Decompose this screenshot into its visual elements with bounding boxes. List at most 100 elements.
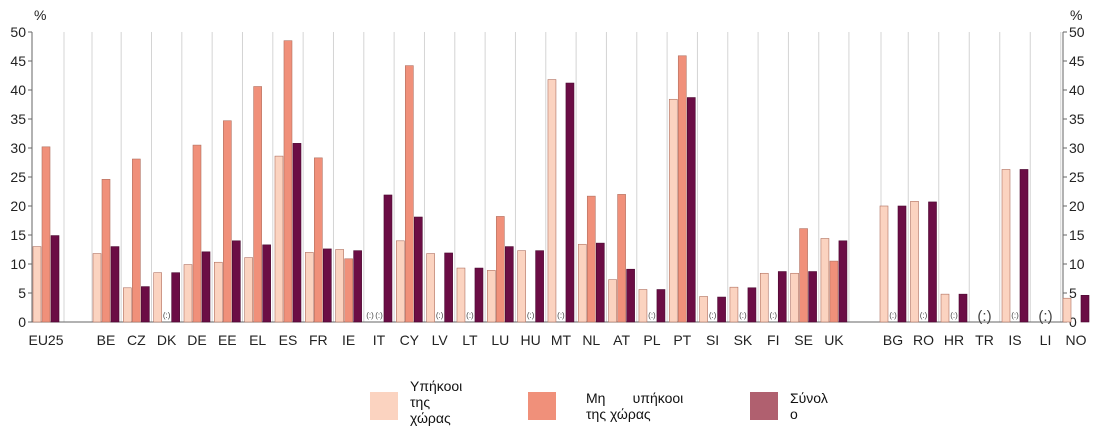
bar-EU25-s0	[32, 246, 42, 323]
x-tick-label: IT	[373, 332, 386, 348]
y-tick-label-left: 35	[10, 111, 26, 127]
y-tick-label-left: 15	[10, 227, 26, 243]
bar-ES-s0	[274, 155, 284, 323]
y-tick-label-right: 50	[1069, 24, 1085, 40]
missing-data-marker: (:)	[163, 311, 171, 320]
legend-swatch-non-nationals	[528, 392, 556, 420]
bar-LV-s0	[426, 253, 435, 323]
y-tick-label-right: 35	[1069, 111, 1085, 127]
bar-ES-s1	[283, 40, 293, 323]
bar-BE-s2	[110, 246, 120, 323]
bar-LU-s2	[504, 246, 514, 323]
bar-UK-s1	[829, 260, 839, 323]
bar-HU-s0	[517, 250, 526, 323]
y-tick-label-left: 10	[10, 256, 26, 272]
y-tick-label-right: 25	[1069, 169, 1085, 185]
x-tick-label: TR	[975, 332, 994, 348]
bar-BE-s0	[92, 253, 102, 323]
y-tick-label-right: 40	[1069, 82, 1085, 98]
x-tick-label: SI	[706, 332, 719, 348]
x-tick-label: ES	[279, 332, 298, 348]
bar-AT-s1	[617, 194, 626, 323]
x-tick-label: NO	[1066, 332, 1087, 348]
bar-UK-s2	[838, 240, 848, 323]
x-tick-label: MT	[551, 332, 572, 348]
bar-NO-s0	[1062, 297, 1072, 323]
bar-CZ-s1	[132, 158, 141, 323]
missing-data-marker: (:)	[527, 311, 535, 320]
bar-SI-s2	[717, 296, 726, 323]
bar-IE-s2	[353, 250, 362, 323]
x-tick-label: DE	[187, 332, 206, 348]
bar-FI-s0	[759, 272, 769, 323]
y-tick-label-left: 5	[18, 285, 26, 301]
x-tick-label: LV	[432, 332, 449, 348]
x-tick-label: EU25	[28, 332, 63, 348]
legend-item-non-nationals: Μη υπήκοοι της χώρας	[528, 378, 683, 422]
x-tick-label: SE	[794, 332, 813, 348]
bar-EU25-s1	[41, 146, 51, 323]
bar-RO-s2	[928, 201, 937, 323]
legend-swatch-nationals	[370, 392, 398, 420]
bar-FR-s0	[305, 252, 314, 323]
x-tick-label: NL	[582, 332, 600, 348]
bar-LV-s2	[444, 252, 453, 323]
bar-SE-s1	[799, 228, 808, 323]
bar-ES-s2	[292, 143, 302, 323]
bar-IS-s0	[1001, 169, 1011, 323]
bar-AT-s2	[626, 268, 635, 323]
missing-data-marker: (:)	[769, 311, 777, 320]
legend-label-line: ο	[790, 406, 798, 422]
missing-data-marker: (:)	[648, 311, 656, 320]
legend-label-line: της	[410, 394, 431, 410]
y-unit-right: %	[1070, 7, 1082, 23]
bar-NO-s2	[1080, 295, 1090, 323]
bar-EE-s2	[232, 240, 241, 323]
legend-label-line: της χώρας	[586, 406, 651, 422]
bar-UK-s0	[820, 238, 830, 323]
bar-HU-s2	[535, 250, 544, 323]
bar-NL-s2	[595, 242, 605, 323]
bar-FR-s2	[323, 248, 332, 323]
bar-AT-s0	[608, 279, 617, 323]
bar-LU-s0	[486, 270, 496, 323]
bar-SI-s0	[699, 296, 708, 323]
missing-data-marker: (:)	[739, 311, 747, 320]
x-tick-label: PL	[643, 332, 660, 348]
bar-chart: 0 0 5 5 10 10 15 15 20 20 25 25 30 30 35 35 40 40 45 45 50 50…	[10, 7, 1090, 348]
missing-data-marker: (:)	[950, 311, 958, 320]
bar-EL-s1	[253, 86, 262, 323]
x-tick-label: IS	[1008, 332, 1021, 348]
bar-DE-s2	[201, 251, 211, 323]
y-tick-label-right: 20	[1069, 198, 1085, 214]
x-tick-label: EL	[249, 332, 266, 348]
x-tick-label: PT	[673, 332, 691, 348]
x-tick-label: IE	[342, 332, 355, 348]
y-tick-label-right: 10	[1069, 256, 1085, 272]
x-tick-label: LT	[462, 332, 478, 348]
bar-EU25-s2	[50, 235, 60, 323]
y-tick-label-left: 0	[18, 314, 26, 330]
bar-DK-s2	[171, 272, 180, 323]
legend-swatch-total	[750, 392, 778, 420]
y-tick-label-left: 20	[10, 198, 26, 214]
legend-item-total: Σύνολ ο	[750, 378, 828, 422]
x-tick-label: DK	[157, 332, 177, 348]
x-tick-label: FR	[309, 332, 328, 348]
bar-IS-s2	[1019, 169, 1029, 323]
bar-NL-s0	[577, 243, 587, 323]
legend-label-non-nationals: Μη υπήκοοι της χώρας	[586, 390, 683, 422]
bar-HR-s2	[958, 293, 968, 323]
bar-PT-s0	[668, 98, 678, 323]
bar-CY-s0	[395, 240, 405, 323]
missing-data-marker: (:)	[977, 308, 991, 325]
y-tick-label-left: 40	[10, 82, 26, 98]
x-tick-label: FI	[767, 332, 779, 348]
bar-LT-s0	[456, 267, 466, 323]
bar-DK-s0	[153, 272, 162, 323]
bar-PL-s2	[656, 289, 666, 323]
bar-SE-s2	[808, 271, 817, 323]
legend-label-total: Σύνολ ο	[790, 390, 828, 422]
bar-CY-s1	[404, 65, 414, 323]
bar-DE-s1	[192, 144, 202, 323]
